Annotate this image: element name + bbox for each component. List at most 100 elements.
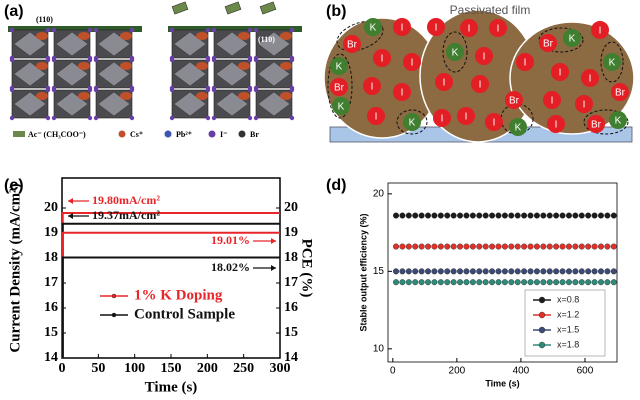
data-point — [591, 279, 598, 286]
iodide — [51, 27, 57, 33]
iodide — [129, 115, 135, 121]
series-line — [61, 256, 280, 358]
ion-label: K — [609, 58, 616, 69]
y2-tick-label: 16 — [284, 300, 298, 315]
panel-label: (d) — [326, 177, 346, 194]
ion-label: I — [435, 23, 438, 34]
ion-label: I — [493, 118, 496, 129]
data-point — [559, 279, 566, 286]
data-point — [585, 212, 592, 219]
arrow-head — [271, 238, 276, 244]
facet-label: (110) — [258, 35, 275, 44]
iodide — [9, 57, 15, 63]
ion — [393, 83, 411, 101]
data-point — [399, 279, 406, 286]
ion — [343, 35, 361, 53]
legend-label: x=1.5 — [557, 324, 579, 334]
data-point — [457, 268, 464, 275]
passivation-ring — [600, 41, 624, 83]
data-point — [450, 243, 457, 250]
data-point — [597, 243, 604, 250]
cs-atom — [280, 92, 292, 100]
ion-label: K — [615, 116, 622, 127]
iodide — [247, 27, 253, 33]
data-point — [393, 279, 400, 286]
cs-atom — [280, 32, 292, 40]
ion — [575, 95, 593, 113]
legend-marker — [538, 326, 546, 334]
legend-label: x=0.8 — [557, 294, 579, 304]
iodide — [93, 27, 99, 33]
data-point — [597, 279, 604, 286]
iodide — [169, 27, 175, 33]
legend-label: Br — [250, 130, 259, 139]
data-point — [444, 212, 451, 219]
data-point — [540, 279, 547, 286]
data-point — [495, 243, 502, 250]
x-axis-title: Time (s) — [145, 379, 198, 395]
legend-marker — [111, 293, 117, 299]
data-point — [527, 243, 534, 250]
data-point — [578, 212, 585, 219]
data-point — [457, 212, 464, 219]
data-point — [533, 268, 540, 275]
iodide — [169, 115, 175, 121]
data-point — [469, 279, 476, 286]
legend-icon — [118, 130, 126, 138]
cs-atom — [238, 32, 250, 40]
iodide — [205, 57, 211, 63]
data-point — [482, 268, 489, 275]
arrow-head — [68, 198, 73, 204]
data-point — [437, 268, 444, 275]
legend-marker — [538, 311, 546, 319]
ion-label: K — [569, 34, 576, 45]
data-point — [508, 268, 515, 275]
data-point — [437, 212, 444, 219]
iodide — [87, 27, 93, 33]
data-point — [604, 212, 611, 219]
ion — [330, 57, 348, 75]
data-point — [572, 243, 579, 250]
value-label: 19.80mA/cm² — [92, 193, 160, 207]
data-point — [450, 212, 457, 219]
legend-icon — [208, 130, 216, 138]
iodide — [205, 27, 211, 33]
data-point — [527, 279, 534, 286]
data-point — [444, 243, 451, 250]
iodide — [51, 57, 57, 63]
cs-atom — [78, 32, 90, 40]
data-point — [393, 212, 400, 219]
x-tick-label: 0 — [59, 361, 66, 376]
ion — [373, 49, 391, 67]
y2-tick-label: 18 — [284, 250, 298, 265]
data-point — [521, 279, 528, 286]
data-point — [585, 279, 592, 286]
x-axis-title: Time (s) — [485, 378, 519, 388]
data-point — [546, 279, 553, 286]
iodide — [51, 87, 57, 93]
data-point — [437, 279, 444, 286]
ion — [563, 29, 581, 47]
legend-label: Ac⁻ (CH₃COO⁻) — [28, 130, 86, 139]
data-point — [495, 279, 502, 286]
iodide — [289, 115, 295, 121]
ion — [330, 78, 348, 96]
y-tick-label: 14 — [44, 350, 58, 365]
data-point — [578, 268, 585, 275]
data-point — [546, 268, 553, 275]
x-tick-label: 400 — [513, 366, 530, 377]
iodide — [45, 87, 51, 93]
data-point — [521, 243, 528, 250]
y-tick-label: 15 — [373, 266, 385, 277]
legend-icon — [13, 131, 25, 137]
data-point — [540, 212, 547, 219]
value-label: 19.01% — [211, 233, 250, 247]
ion — [603, 53, 621, 71]
iodide — [169, 57, 175, 63]
arrow-head — [271, 265, 276, 271]
iodide — [247, 57, 253, 63]
iodide — [87, 115, 93, 121]
iodide — [211, 27, 217, 33]
ion-label: I — [559, 68, 562, 79]
data-point — [425, 268, 432, 275]
